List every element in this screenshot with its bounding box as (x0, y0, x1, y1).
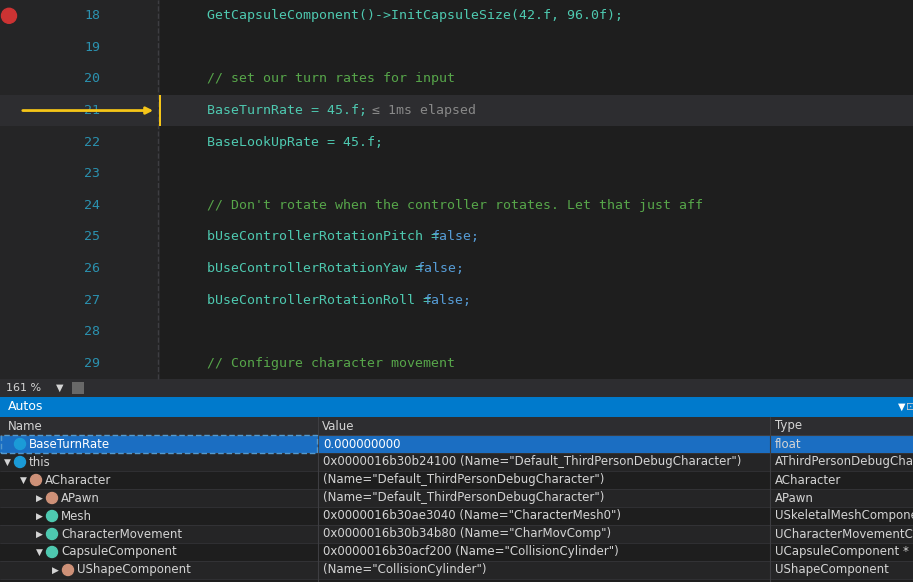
Bar (0, 0, 160, 379)
Bar (159, 95, 161, 126)
Text: ▼: ▼ (897, 402, 905, 412)
Text: ≤ 1ms elapsed: ≤ 1ms elapsed (356, 104, 477, 117)
Text: CapsuleComponent: CapsuleComponent (61, 545, 177, 559)
Circle shape (2, 8, 16, 23)
Text: (Name="CollisionCylinder"): (Name="CollisionCylinder") (323, 563, 487, 577)
Bar (0, 397, 913, 417)
Text: BaseTurnRate = 45.f;: BaseTurnRate = 45.f; (175, 104, 367, 117)
Text: ▶: ▶ (36, 530, 43, 538)
Text: 29: 29 (84, 357, 100, 370)
Text: 22: 22 (84, 136, 100, 148)
Text: 25: 25 (84, 230, 100, 243)
Bar (0, 0, 913, 379)
Text: ⊡: ⊡ (906, 402, 913, 412)
Bar (0, 489, 913, 507)
Text: UShapeComponent: UShapeComponent (77, 563, 191, 577)
Text: UCapsuleComponent *: UCapsuleComponent * (775, 545, 908, 559)
Text: Value: Value (322, 420, 354, 432)
Text: Mesh: Mesh (61, 509, 92, 523)
Text: (Name="Default_ThirdPersonDebugCharacter"): (Name="Default_ThirdPersonDebugCharacter… (323, 474, 604, 487)
Text: CharacterMovement: CharacterMovement (61, 527, 182, 541)
Text: 28: 28 (84, 325, 100, 338)
Bar (0, 435, 913, 453)
Text: 20: 20 (84, 72, 100, 86)
Bar (0, 543, 913, 561)
Bar (0, 379, 913, 397)
Circle shape (47, 528, 58, 540)
Text: 24: 24 (84, 199, 100, 212)
Text: UShapeComponent: UShapeComponent (775, 563, 889, 577)
Text: ▼: ▼ (20, 475, 26, 484)
Bar (0, 507, 913, 525)
Text: ▼: ▼ (4, 457, 11, 467)
Text: 26: 26 (84, 262, 100, 275)
Text: 0x0000016b30acf200 (Name="CollisionCylinder"): 0x0000016b30acf200 (Name="CollisionCylin… (323, 545, 619, 559)
Text: 0x0000016b30ae3040 (Name="CharacterMesh0"): 0x0000016b30ae3040 (Name="CharacterMesh0… (323, 509, 621, 523)
Text: 23: 23 (84, 167, 100, 180)
Text: Name: Name (8, 420, 43, 432)
Bar (0, 417, 913, 435)
Bar (0, 525, 913, 543)
Text: AThirdPersonDebugChara...: AThirdPersonDebugChara... (775, 456, 913, 469)
Text: 27: 27 (84, 293, 100, 307)
Text: 0x0000016b30b24100 (Name="Default_ThirdPersonDebugCharacter"): 0x0000016b30b24100 (Name="Default_ThirdP… (323, 456, 741, 469)
Text: APawn: APawn (775, 492, 813, 505)
Text: bUseControllerRotationYaw =: bUseControllerRotationYaw = (175, 262, 431, 275)
Text: bUseControllerRotationRoll =: bUseControllerRotationRoll = (175, 293, 439, 307)
Text: 0x0000016b30b34b80 (Name="CharMovComp"): 0x0000016b30b34b80 (Name="CharMovComp") (323, 527, 611, 541)
Bar (0, 95, 913, 126)
Text: Autos: Autos (8, 400, 44, 413)
Bar (1, 435, 317, 453)
Text: BaseTurnRate: BaseTurnRate (29, 438, 110, 450)
Bar (0, 453, 913, 471)
Text: false;: false; (416, 262, 465, 275)
Text: // Don't rotate when the controller rotates. Let that just aff: // Don't rotate when the controller rota… (175, 199, 703, 212)
Text: ▼: ▼ (36, 548, 43, 556)
Circle shape (30, 474, 41, 485)
Text: APawn: APawn (61, 492, 100, 505)
Circle shape (15, 456, 26, 467)
Bar (72, 382, 84, 394)
Circle shape (47, 546, 58, 558)
Circle shape (62, 565, 74, 576)
Text: 19: 19 (84, 41, 100, 54)
Text: (Name="Default_ThirdPersonDebugCharacter"): (Name="Default_ThirdPersonDebugCharacter… (323, 492, 604, 505)
Text: BaseLookUpRate = 45.f;: BaseLookUpRate = 45.f; (175, 136, 383, 148)
Text: ACharacter: ACharacter (775, 474, 842, 487)
Text: float: float (775, 438, 802, 450)
Text: // set our turn rates for input: // set our turn rates for input (175, 72, 455, 86)
Text: 18: 18 (84, 9, 100, 22)
Text: ▼: ▼ (56, 383, 64, 393)
Text: ▶: ▶ (52, 566, 58, 574)
Text: 0.000000000: 0.000000000 (323, 438, 401, 450)
Text: ▶: ▶ (36, 494, 43, 502)
Text: 161 %: 161 % (6, 383, 41, 393)
Text: false;: false; (425, 293, 472, 307)
Circle shape (47, 492, 58, 503)
Text: ▶: ▶ (36, 512, 43, 520)
Text: UCharacterMovementCo...: UCharacterMovementCo... (775, 527, 913, 541)
Text: this: this (29, 456, 51, 469)
Circle shape (47, 510, 58, 521)
Text: false;: false; (432, 230, 479, 243)
Text: GetCapsuleComponent()->InitCapsuleSize(42.f, 96.0f);: GetCapsuleComponent()->InitCapsuleSize(4… (175, 9, 623, 22)
Text: Type: Type (775, 420, 803, 432)
Text: USkeletalMeshComponen...: USkeletalMeshComponen... (775, 509, 913, 523)
Bar (0, 471, 913, 489)
Text: // Configure character movement: // Configure character movement (175, 357, 455, 370)
Bar (0, 561, 913, 579)
Text: bUseControllerRotationPitch =: bUseControllerRotationPitch = (175, 230, 447, 243)
Text: 21: 21 (84, 104, 100, 117)
Circle shape (15, 438, 26, 449)
Text: ACharacter: ACharacter (45, 474, 111, 487)
